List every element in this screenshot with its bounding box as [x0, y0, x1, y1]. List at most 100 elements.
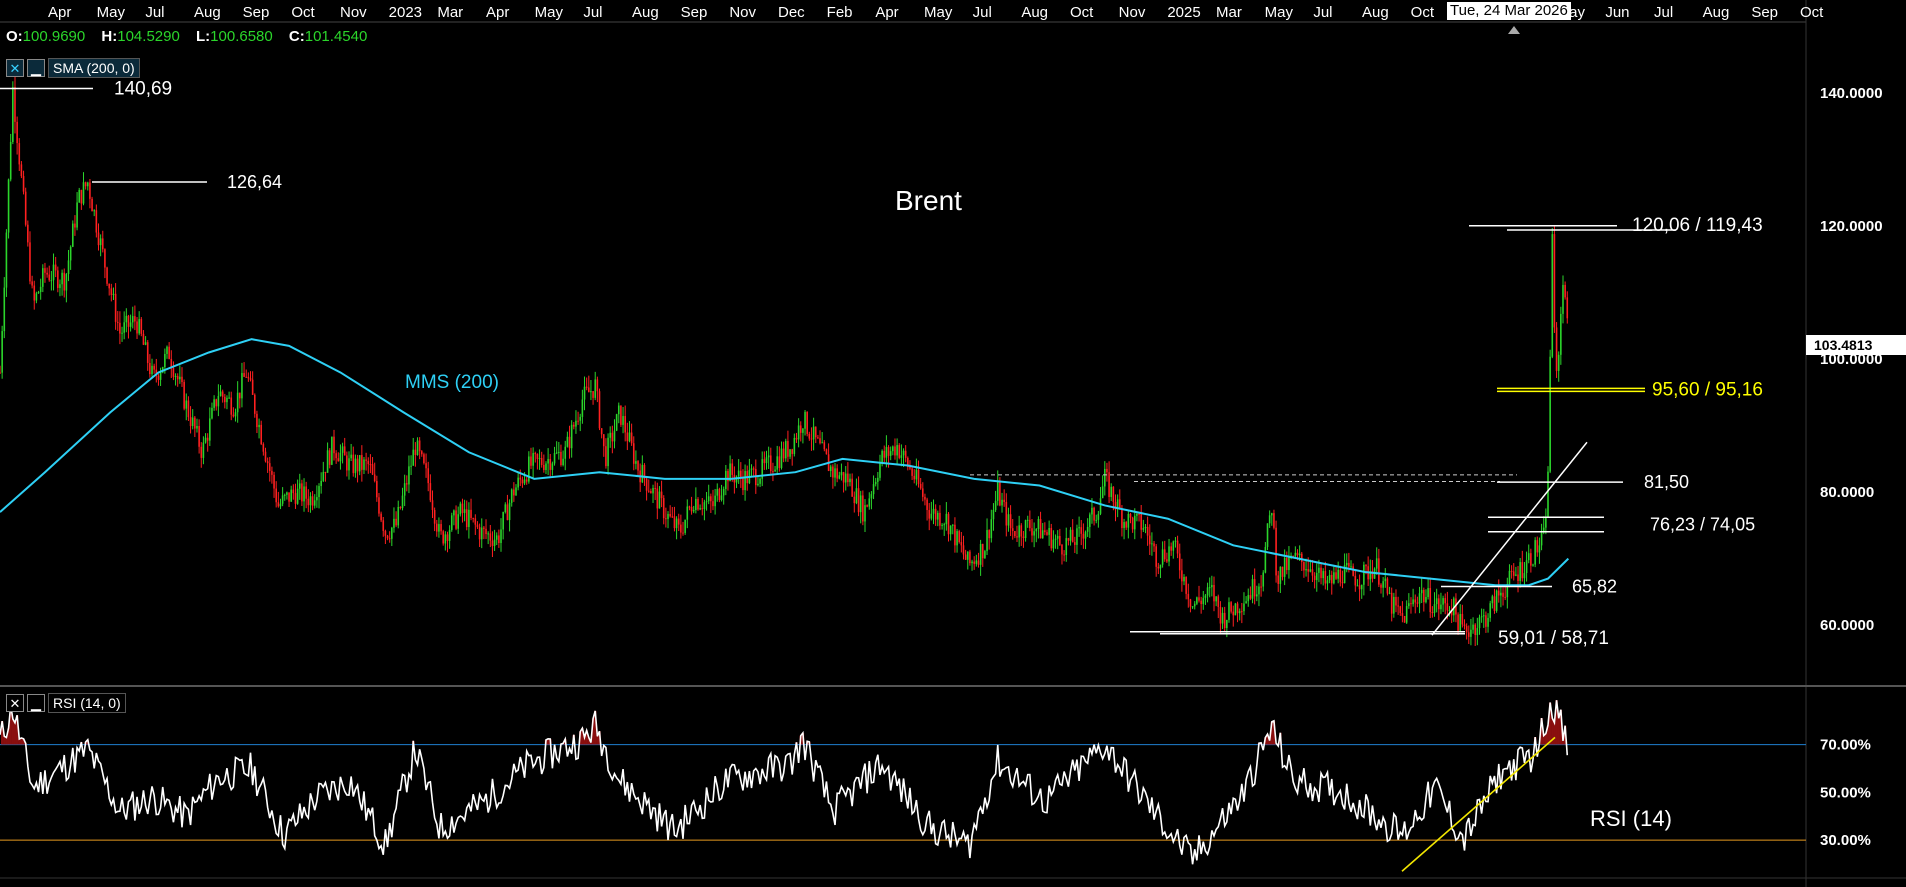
candle-body: [851, 478, 853, 497]
candle-body: [859, 495, 862, 513]
candle-body: [677, 518, 680, 525]
x-tick-label: Jun: [1605, 4, 1629, 21]
candle-body: [189, 417, 192, 427]
candle-body: [643, 464, 646, 479]
candle-body: [932, 508, 935, 514]
candle-body: [1416, 602, 1419, 604]
candle-body: [1557, 354, 1560, 371]
candle-body: [14, 87, 16, 122]
candle-body: [1519, 562, 1521, 581]
candle-body: [427, 468, 430, 484]
candle-body: [740, 470, 742, 479]
y-tick-label: 60.0000: [1820, 617, 1874, 634]
candle-body: [1014, 531, 1016, 537]
candle-body: [510, 489, 513, 503]
candle-body: [463, 509, 466, 513]
x-tick-label: Sep: [1751, 4, 1778, 21]
candle-body: [776, 456, 779, 470]
candle-body: [337, 458, 340, 462]
rsi-overbought-fill: [1555, 700, 1558, 745]
candle-body: [1123, 522, 1125, 529]
candle-body: [232, 414, 235, 417]
candle-body: [1566, 297, 1569, 319]
candle-body: [769, 455, 772, 472]
candle-body: [1018, 525, 1020, 538]
candle-body: [517, 477, 519, 488]
candle-body: [382, 520, 385, 531]
candle-body: [1101, 486, 1104, 499]
candle-body: [802, 428, 804, 433]
candle-body: [1365, 564, 1367, 567]
candle-body: [735, 476, 738, 483]
candle-body: [373, 474, 376, 482]
rsi-indicator-label[interactable]: RSI (14, 0): [48, 693, 126, 713]
candle-body: [356, 458, 359, 472]
candle-body: [455, 510, 457, 529]
candle-body: [61, 272, 63, 285]
candle-body: [215, 399, 218, 407]
candle-body: [883, 450, 886, 458]
candle-body: [1044, 530, 1046, 533]
candle-body: [964, 554, 967, 560]
candle-body: [887, 447, 890, 456]
candle-body: [35, 293, 38, 301]
candle-body: [879, 462, 881, 478]
candle-body: [1281, 566, 1284, 577]
sma-indicator-label[interactable]: SMA (200, 0): [48, 58, 140, 78]
candle-body: [20, 164, 23, 177]
candle-body: [877, 477, 879, 482]
candle-body: [1542, 527, 1545, 533]
candle-body: [857, 488, 860, 513]
candle-body: [720, 495, 723, 500]
candle-body: [1333, 572, 1335, 584]
candle-body: [1521, 562, 1524, 579]
candle-body: [523, 479, 526, 484]
rsi-overbought-fill: [1268, 740, 1271, 745]
candle-body: [1125, 522, 1128, 528]
candle-body: [292, 489, 295, 494]
candle-body: [1166, 559, 1168, 562]
rsi-overbought-fill: [1266, 734, 1269, 745]
candle-body: [718, 489, 721, 500]
x-tick-label: Nov: [729, 4, 756, 21]
minimize-icon[interactable]: ▁: [27, 59, 45, 77]
candle-body: [984, 551, 986, 559]
candle-body: [1506, 584, 1509, 598]
candle-body: [483, 527, 485, 529]
candle-body: [1065, 538, 1068, 555]
candle-body: [1086, 526, 1089, 532]
rsi-overbought-fill: [1559, 709, 1563, 745]
candle-body: [127, 315, 130, 327]
close-icon[interactable]: ✕: [6, 59, 24, 77]
candle-body: [1063, 554, 1065, 556]
close-icon[interactable]: ✕: [6, 694, 24, 712]
level-label-126: 126,64: [227, 172, 282, 192]
candle-body: [1431, 612, 1434, 614]
candle-body: [435, 523, 438, 532]
candle-body: [50, 280, 53, 282]
candle-body: [823, 442, 826, 450]
candle-body: [39, 286, 42, 292]
candle-body: [902, 450, 905, 456]
candle-body: [346, 455, 348, 471]
x-tick-label: Oct: [1411, 4, 1435, 21]
candle-body: [994, 500, 997, 510]
candle-body: [502, 512, 504, 530]
candle-body: [144, 342, 147, 345]
candle-body: [611, 432, 614, 442]
rsi-overbought-fill: [13, 722, 17, 745]
candle-body: [363, 459, 365, 470]
candle-body: [821, 442, 823, 444]
candle-body: [515, 487, 517, 496]
rsi-overbought-fill: [587, 737, 590, 745]
candle-body: [579, 416, 582, 421]
candle-body: [540, 458, 543, 465]
minimize-icon[interactable]: ▁: [27, 694, 45, 712]
candle-body: [42, 268, 44, 287]
chart-title: Brent: [895, 185, 962, 216]
candle-body: [1059, 535, 1061, 545]
candle-body: [1198, 597, 1200, 601]
candle-body: [992, 509, 995, 520]
candle-body: [810, 438, 813, 440]
